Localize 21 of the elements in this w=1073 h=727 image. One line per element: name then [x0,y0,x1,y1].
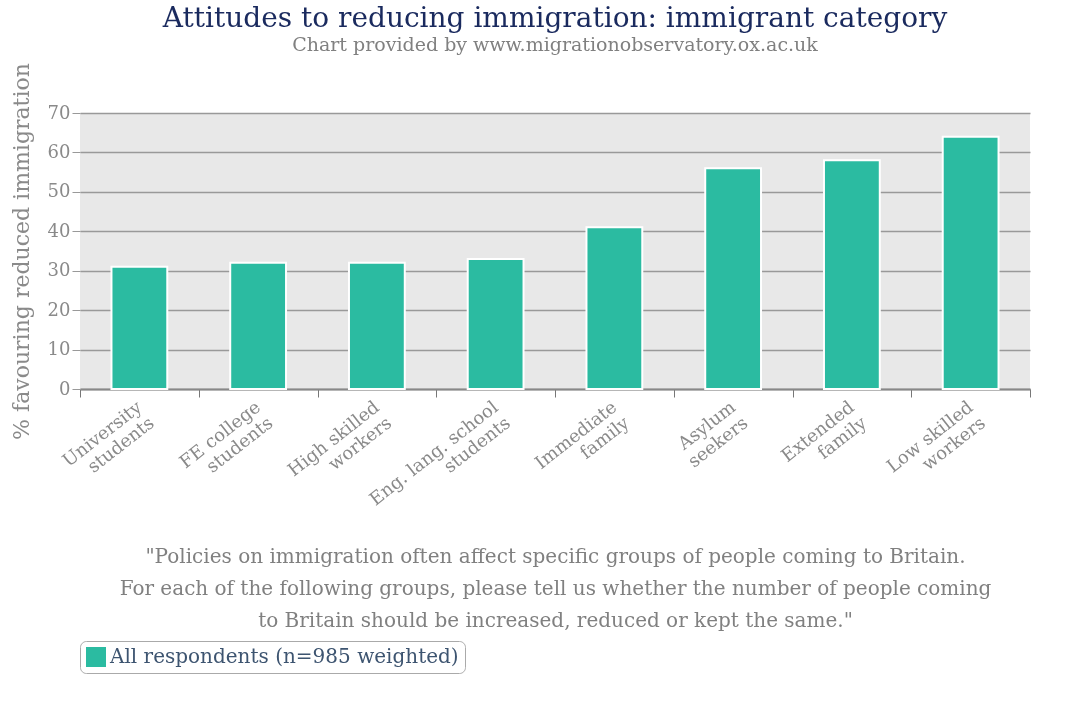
bar [110,265,169,390]
chart-subtitle: Chart provided by www.migrationobservatory.ox.ac.uk [292,32,819,55]
y-tick-label: 70 [47,101,71,123]
bar [229,261,288,390]
bar [822,159,881,390]
bar [585,226,644,390]
text: "Policies on immigration often affect specific groups of people coming to Britain. For each of the following groups, please tell us whether the number of people coming to Britain should be increased, reduced or kept the same." [119,544,992,633]
y-tick-label: 40 [47,219,71,241]
chart-title: Attitudes to reducing immigration: immigrant category [161,0,948,34]
legend-label: All respondents (n=985 weighted) [109,644,459,668]
y-tick-label: 10 [47,338,71,360]
y-tick-label: 0 [59,377,71,399]
y-tick-label: 30 [47,259,71,281]
bar [347,261,406,390]
bar [704,167,763,390]
bar [941,135,1000,390]
bar [466,257,525,390]
y-axis-title: % favouring reduced immigration [8,63,34,440]
y-tick-label: 20 [47,298,71,320]
y-tick-label: 60 [47,140,71,162]
y-tick-label: 50 [47,180,71,202]
